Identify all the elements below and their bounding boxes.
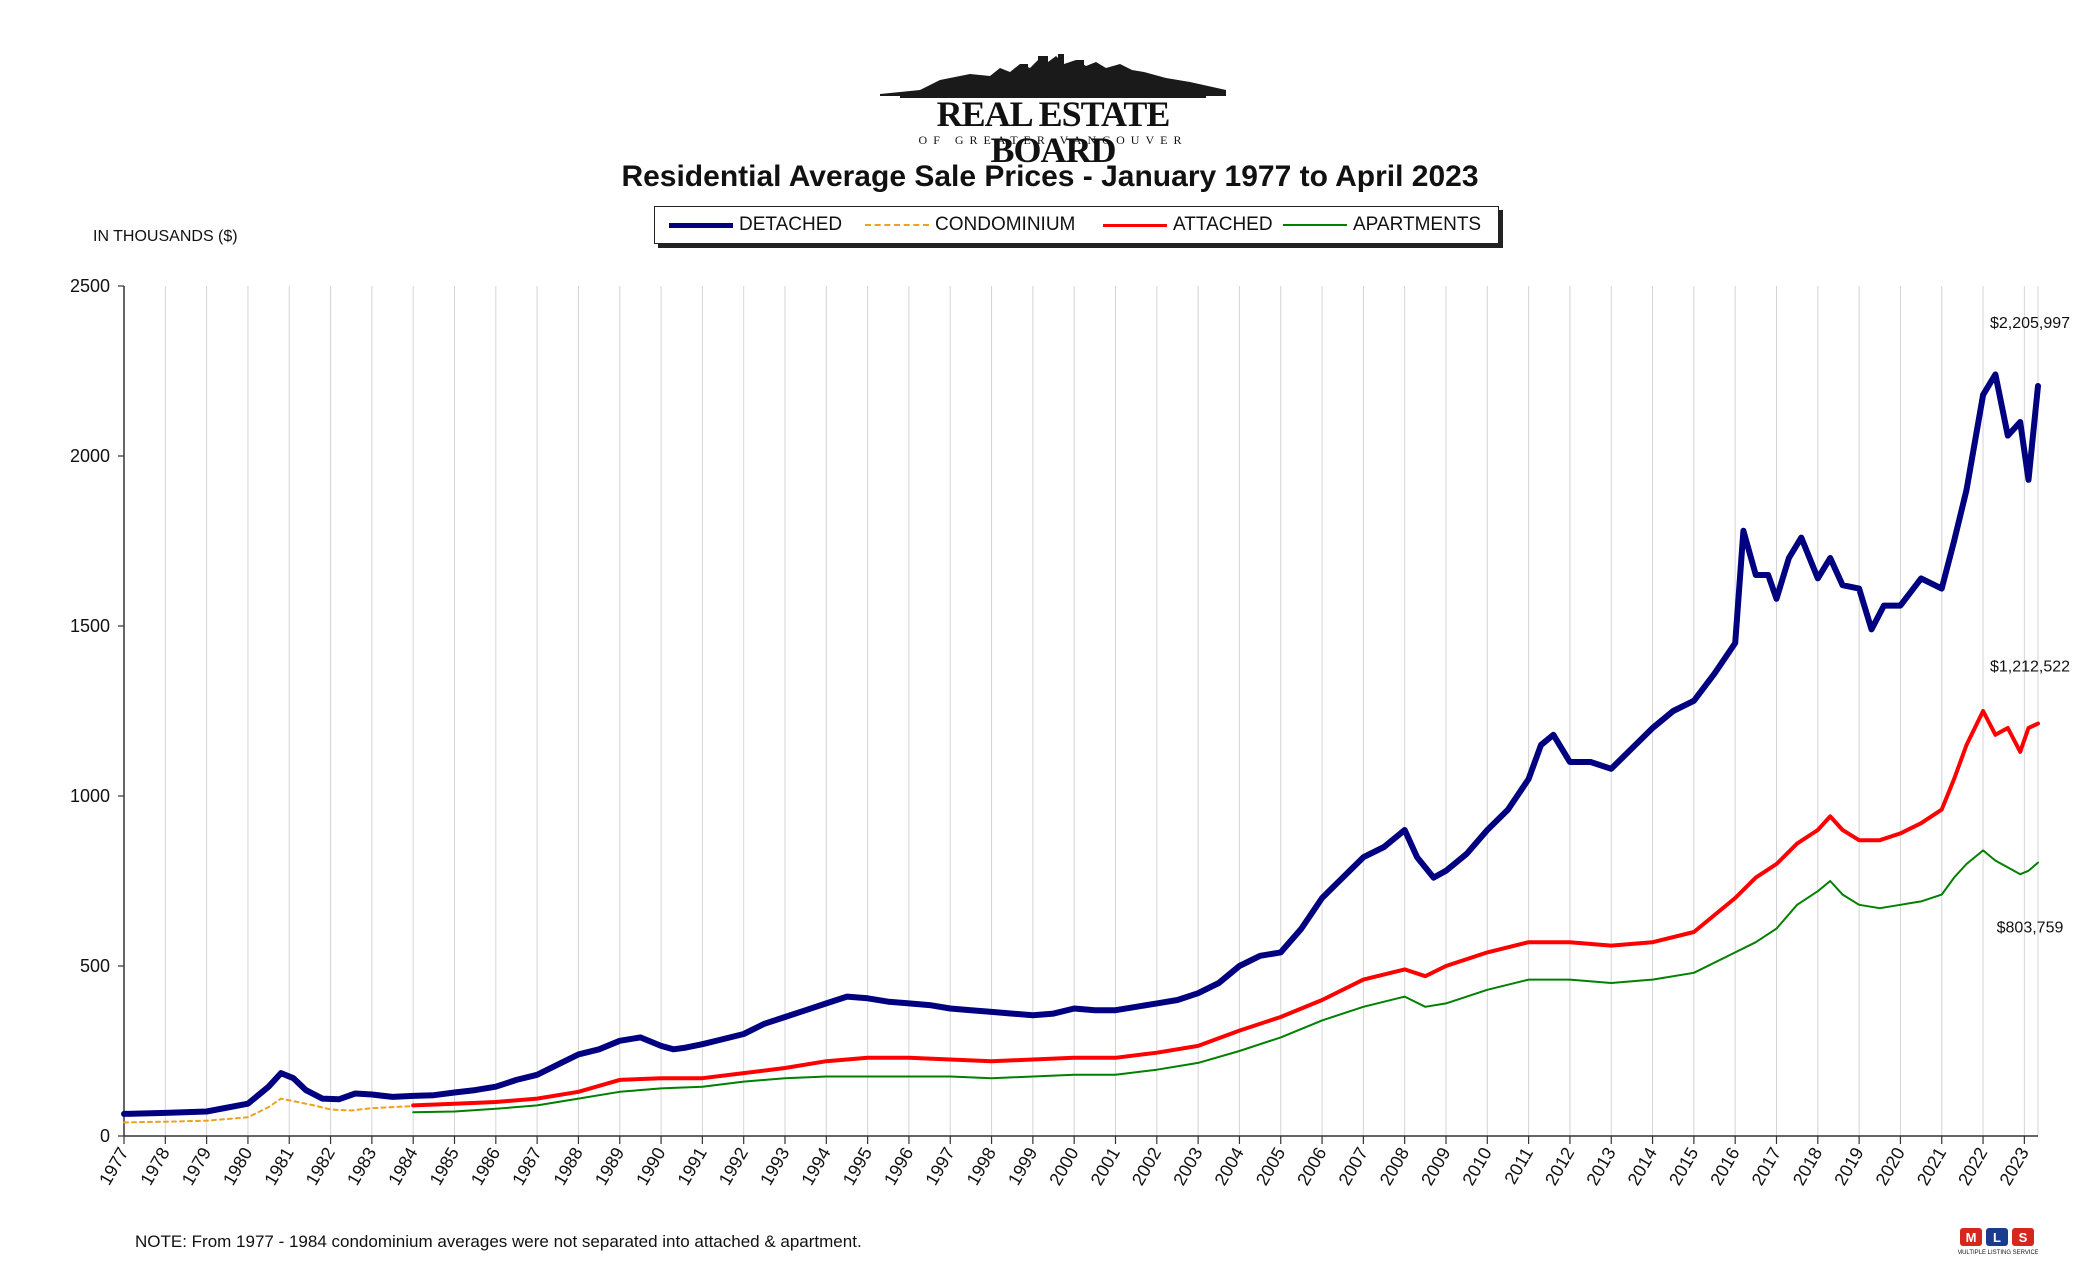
x-tick-label-1983: 1983	[343, 1144, 380, 1189]
x-tick-label-2006: 2006	[1293, 1144, 1330, 1189]
x-tick-label-2013: 2013	[1582, 1144, 1619, 1189]
x-ticks: 1977 1978 1979 1980 1981 1982 1983 1984 1985 1986…	[95, 1136, 2033, 1189]
x-tick-label-2018: 2018	[1789, 1144, 1826, 1189]
legend-label-detached: DETACHED	[739, 214, 843, 235]
x-tick-label-2005: 2005	[1252, 1144, 1289, 1189]
x-tick-label-1988: 1988	[550, 1144, 587, 1189]
series-line-condominium	[123, 1097, 415, 1124]
y-tick-label-0: 0	[100, 1126, 110, 1146]
x-tick-label-2012: 2012	[1541, 1144, 1578, 1189]
series-line-detached	[121, 371, 2041, 1117]
x-tick-label-2000: 2000	[1045, 1144, 1082, 1189]
svg-text:S: S	[2019, 1230, 2028, 1245]
x-tick-label-2004: 2004	[1211, 1144, 1248, 1189]
x-tick-label-2023: 2023	[1995, 1144, 2032, 1189]
x-tick-label-2002: 2002	[1128, 1144, 1165, 1189]
logo-name: REAL ESTATE BOARD	[936, 94, 1171, 170]
x-tick-label-1992: 1992	[715, 1144, 752, 1189]
legend-label-apartments: APARTMENTS	[1353, 214, 1482, 235]
x-tick-label-1989: 1989	[591, 1144, 628, 1189]
svg-text:L: L	[1993, 1230, 2001, 1245]
series-line-attached	[411, 709, 2040, 1108]
y-tick-label-500: 500	[80, 956, 110, 976]
x-tick-label-2019: 2019	[1830, 1144, 1867, 1189]
x-tick-label-1991: 1991	[673, 1144, 710, 1189]
svg-text:M: M	[1966, 1230, 1977, 1245]
legend-swatch-attached	[1103, 223, 1167, 227]
series-line-apartments	[412, 849, 2039, 1114]
legend-item-detached: DETACHED	[669, 207, 842, 243]
y-axis-unit-label: IN THOUSANDS ($)	[93, 228, 238, 245]
legend-swatch-detached	[669, 222, 733, 228]
legend-item-apartments: APARTMENTS	[1283, 207, 1481, 243]
x-tick-label-2017: 2017	[1748, 1144, 1785, 1189]
x-tick-label-1998: 1998	[963, 1144, 1000, 1189]
x-tick-label-1979: 1979	[178, 1144, 215, 1189]
x-tick-label-1982: 1982	[302, 1144, 339, 1189]
x-tick-label-1986: 1986	[467, 1144, 504, 1189]
annotation-attached: $1,212,522	[1990, 659, 2070, 676]
svg-text:MULTIPLE LISTING SERVICE: MULTIPLE LISTING SERVICE	[1958, 1250, 2038, 1256]
x-tick-label-1981: 1981	[260, 1144, 297, 1189]
x-tick-label-2014: 2014	[1624, 1144, 1661, 1189]
x-tick-label-2015: 2015	[1665, 1144, 1702, 1189]
x-tick-label-2020: 2020	[1872, 1144, 1909, 1189]
logo-subtitle: OF GREATER VANCOUVER	[918, 133, 1188, 147]
legend-swatch-apartments	[1283, 224, 1347, 226]
board-logo: REAL ESTATE BOARD OF GREATER VANCOUVER	[880, 50, 1226, 168]
x-tick-label-1985: 1985	[426, 1144, 463, 1189]
legend-item-attached: ATTACHED	[1103, 207, 1273, 243]
annotation-detached: $2,205,997	[1990, 315, 2070, 332]
x-tick-label-2008: 2008	[1376, 1144, 1413, 1189]
y-tick-label-2000: 2000	[70, 446, 110, 466]
x-tick-label-2001: 2001	[1087, 1144, 1124, 1189]
x-tick-label-2016: 2016	[1706, 1144, 1743, 1189]
chart-title: Residential Average Sale Prices - Januar…	[621, 160, 1479, 193]
y-tick-label-1500: 1500	[70, 616, 110, 636]
legend: DETACHED CONDOMINIUM ATTACHED APARTMENTS	[654, 206, 1499, 244]
annotations: $2,205,997 $1,212,522 $803,759	[1990, 315, 2070, 937]
y-ticks: 0 500 1000 1500 2000 2500	[70, 276, 124, 1146]
footnote: NOTE: From 1977 - 1984 condominium avera…	[135, 1232, 862, 1251]
x-tick-label-1995: 1995	[839, 1144, 876, 1189]
x-tick-label-2009: 2009	[1417, 1144, 1454, 1189]
legend-label-condominium: CONDOMINIUM	[935, 214, 1076, 235]
x-tick-label-2011: 2011	[1500, 1144, 1537, 1188]
x-tick-label-1977: 1977	[95, 1144, 132, 1189]
mls-logo-icon: M L S MULTIPLE LISTING SERVICE	[1957, 1228, 2039, 1256]
legend-label-attached: ATTACHED	[1173, 214, 1273, 235]
x-tick-label-1994: 1994	[797, 1144, 834, 1189]
x-tick-label-1990: 1990	[632, 1144, 669, 1189]
x-tick-label-1999: 1999	[1004, 1144, 1041, 1189]
x-tick-label-2022: 2022	[1954, 1144, 1991, 1189]
x-tick-label-2003: 2003	[1169, 1144, 1206, 1189]
x-tick-label-1993: 1993	[756, 1144, 793, 1189]
axes	[123, 286, 2038, 1137]
y-tick-label-2500: 2500	[70, 276, 110, 296]
x-tick-label-2007: 2007	[1334, 1144, 1371, 1189]
legend-swatch-condominium	[865, 224, 929, 226]
x-tick-label-1997: 1997	[921, 1144, 958, 1189]
x-tick-label-1984: 1984	[384, 1144, 421, 1189]
annotation-apartments: $803,759	[1997, 920, 2064, 937]
x-tick-label-2021: 2021	[1913, 1144, 1950, 1189]
x-tick-label-1980: 1980	[219, 1144, 256, 1189]
skyline-logo-icon	[880, 54, 1226, 98]
legend-item-condominium: CONDOMINIUM	[865, 207, 1075, 243]
x-tick-label-1996: 1996	[880, 1144, 917, 1189]
x-tick-label-1978: 1978	[136, 1144, 173, 1189]
x-tick-label-1987: 1987	[508, 1144, 545, 1189]
series-lines	[121, 371, 2041, 1124]
mls-logo: M L S MULTIPLE LISTING SERVICE	[1957, 1226, 2039, 1256]
x-tick-label-2010: 2010	[1458, 1144, 1495, 1189]
y-tick-label-1000: 1000	[70, 786, 110, 806]
